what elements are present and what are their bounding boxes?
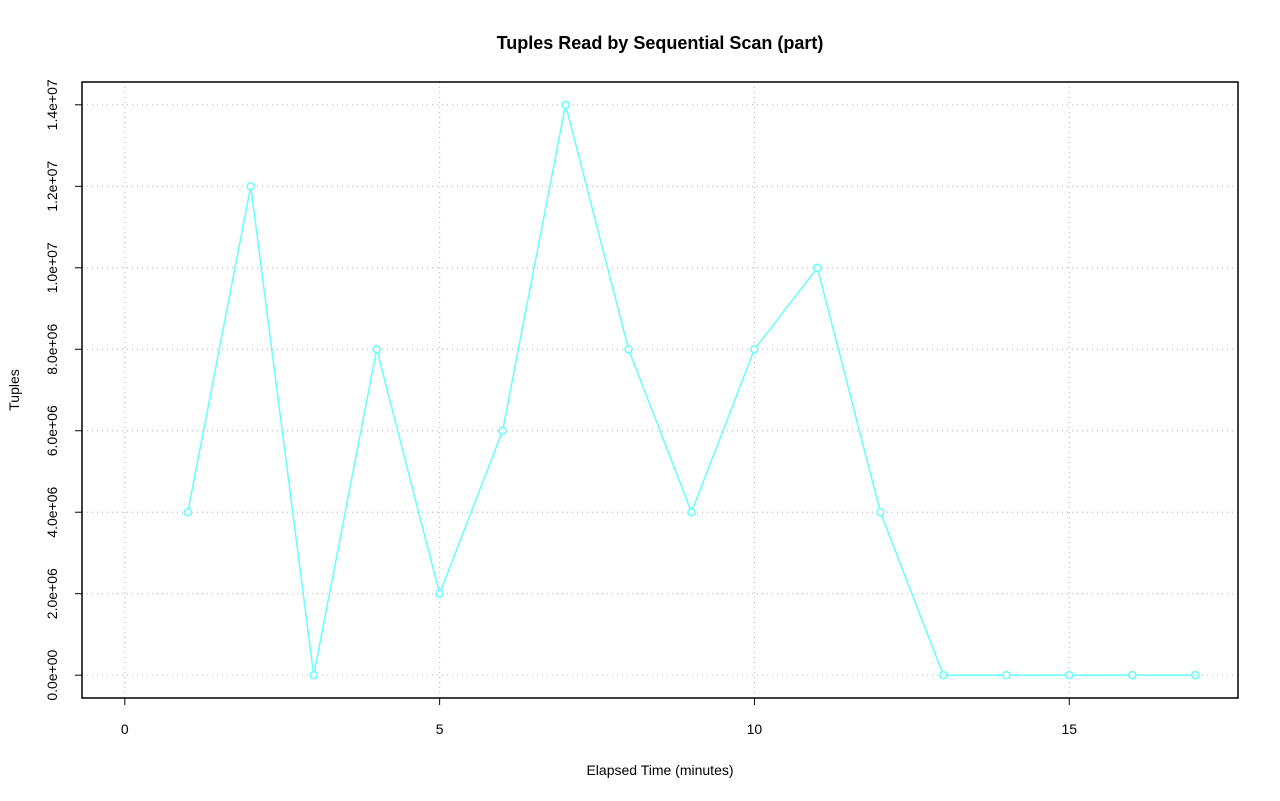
data-point xyxy=(183,507,193,517)
data-point xyxy=(498,426,507,435)
data-point xyxy=(435,589,444,598)
data-point xyxy=(624,345,633,354)
y-tick-label: 6.0e+06 xyxy=(44,405,60,456)
data-point xyxy=(1065,670,1074,680)
y-axis-label: Tuples xyxy=(6,369,22,411)
data-point xyxy=(372,345,381,354)
y-tick-label: 4.0e+06 xyxy=(44,487,60,538)
y-tick-label: 1.0e+07 xyxy=(44,242,60,293)
x-tick-label: 15 xyxy=(1061,721,1077,737)
data-point xyxy=(1002,670,1011,680)
y-tick-label: 1.4e+07 xyxy=(44,79,60,130)
data-point xyxy=(246,182,255,191)
y-tick-label: 8.0e+06 xyxy=(44,324,60,375)
chart-title: Tuples Read by Sequential Scan (part) xyxy=(497,33,824,53)
data-point xyxy=(687,507,696,517)
data-point xyxy=(561,100,570,110)
data-point xyxy=(1127,670,1137,680)
data-point xyxy=(309,670,318,680)
y-tick-label: 2.0e+06 xyxy=(44,568,60,619)
data-point xyxy=(876,507,885,517)
data-point xyxy=(750,345,759,354)
y-tick-label: 0.0e+00 xyxy=(44,649,60,700)
x-tick-label: 0 xyxy=(121,721,129,737)
plot-frame xyxy=(81,81,1239,699)
series-line xyxy=(187,104,1196,676)
x-tick-label: 5 xyxy=(436,721,444,737)
x-axis-label: Elapsed Time (minutes) xyxy=(586,762,733,778)
data-point xyxy=(1190,670,1200,680)
y-tick-label: 1.2e+07 xyxy=(44,161,60,212)
data-point xyxy=(939,670,948,680)
x-tick-label: 10 xyxy=(747,721,763,737)
data-point xyxy=(813,263,822,273)
